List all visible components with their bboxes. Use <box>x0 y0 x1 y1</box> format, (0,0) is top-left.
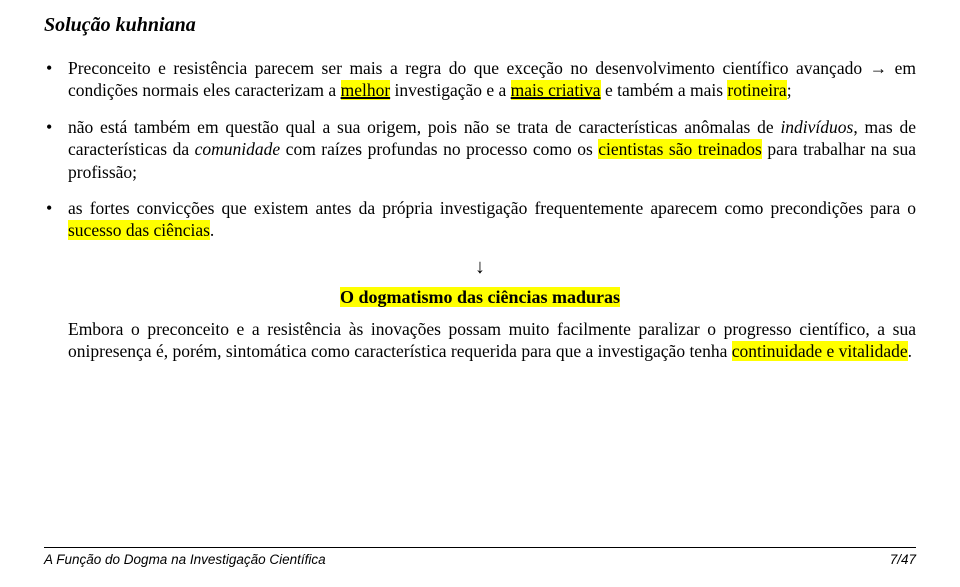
subheading: O dogmatismo das ciências maduras <box>340 287 620 307</box>
bullet-list: Preconceito e resistência parecem ser ma… <box>44 57 916 242</box>
b1-highlight-rotineira: rotineira <box>727 80 786 100</box>
b1-text-b: investigação e a <box>390 80 511 100</box>
b3-text-b: . <box>210 220 214 240</box>
b3-highlight-sucesso: sucesso das ciências <box>68 220 210 240</box>
b2-italic-individuos: indivíduos <box>780 117 853 137</box>
footer-row: A Função do Dogma na Investigação Cientí… <box>44 552 916 567</box>
bullet-item-2: não está também em questão qual a sua or… <box>68 116 916 183</box>
page-title: Solução kuhniana <box>44 14 916 37</box>
b1-highlight-melhor: melhor <box>341 80 391 100</box>
para-text-b: . <box>908 341 912 361</box>
footer-right: 7/47 <box>890 552 916 567</box>
footer-left: A Função do Dogma na Investigação Cientí… <box>44 552 326 567</box>
bullet-item-1: Preconceito e resistência parecem ser ma… <box>68 57 916 102</box>
b2-text-c: com raízes profundas no processo como os <box>280 139 598 159</box>
b2-text-a: não está também em questão qual a sua or… <box>68 117 780 137</box>
b2-highlight-cientistas: cientistas são treinados <box>598 139 762 159</box>
arrow-down-icon: ↓ <box>44 256 916 279</box>
b1-text-d: ; <box>787 80 792 100</box>
footer: A Função do Dogma na Investigação Cientí… <box>44 547 916 567</box>
paragraph: Embora o preconceito e a resistência às … <box>44 318 916 363</box>
bullet-item-3: as fortes convicções que existem antes d… <box>68 197 916 242</box>
para-highlight-cont: continuidade e vitalidade <box>732 341 908 361</box>
b3-text-a: as fortes convicções que existem antes d… <box>68 198 916 218</box>
subheading-container: O dogmatismo das ciências maduras <box>44 287 916 308</box>
footer-divider <box>44 547 916 548</box>
b1-text-c: e também a mais <box>601 80 728 100</box>
b2-italic-comunidade: comunidade <box>195 139 281 159</box>
b1-highlight-criativa: mais criativa <box>511 80 601 100</box>
